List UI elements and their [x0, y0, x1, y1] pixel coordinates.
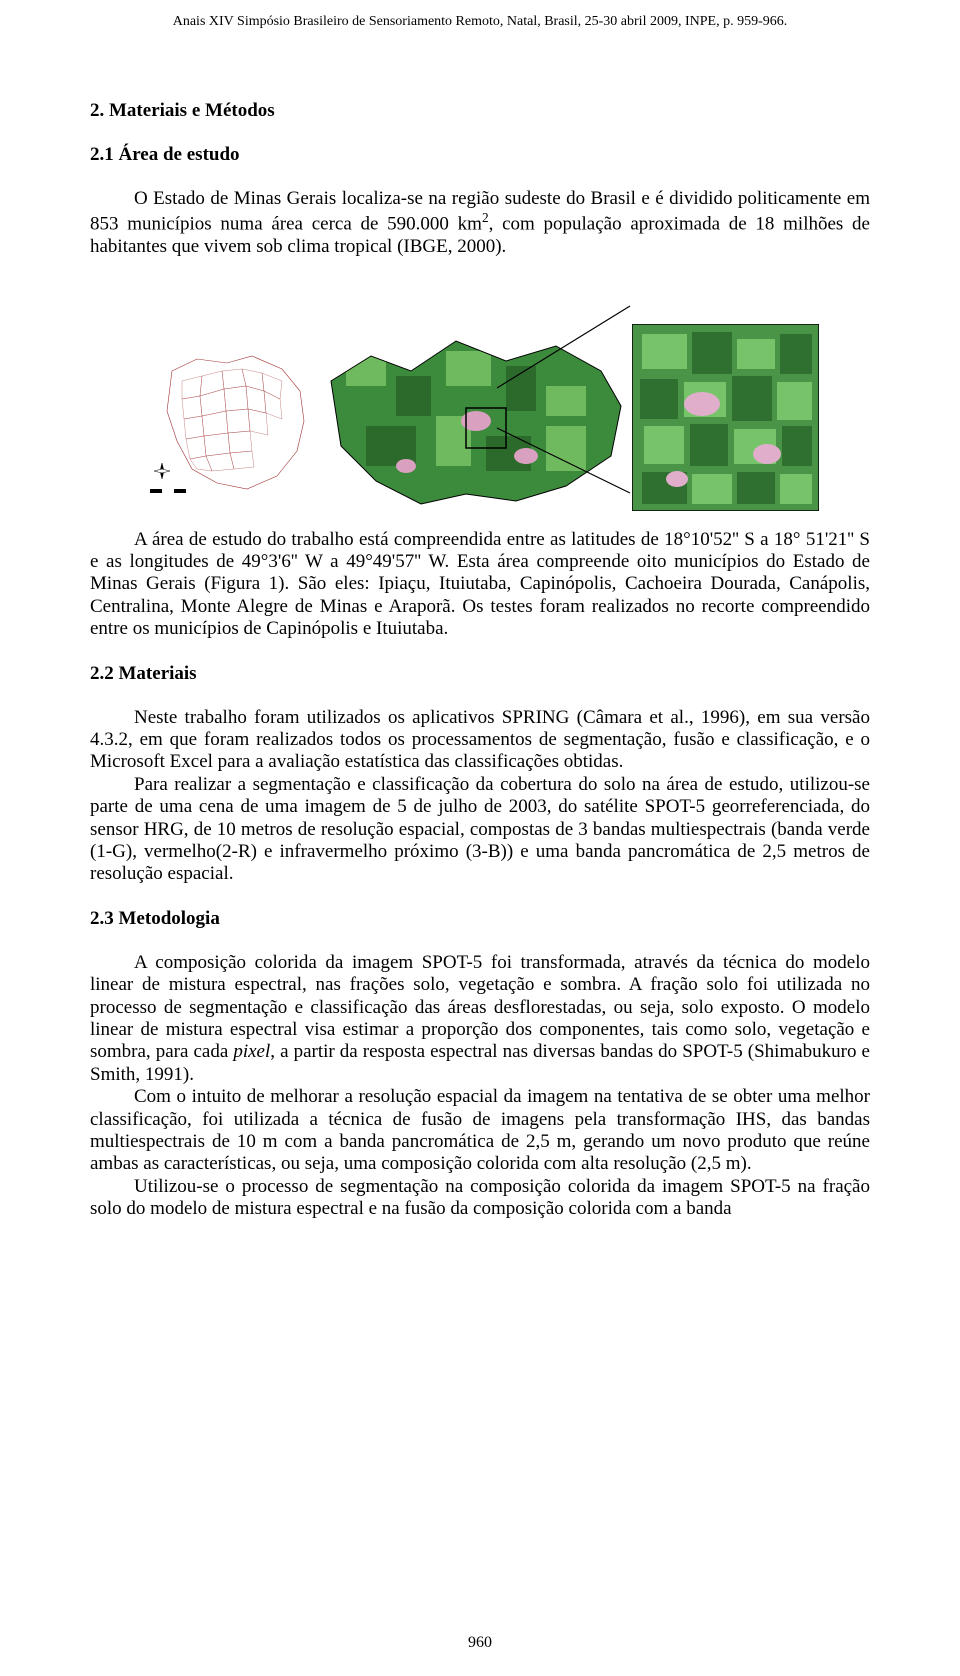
s23-paragraph-1: A composição colorida da imagem SPOT-5 f…	[90, 952, 870, 1086]
section-2-1-title: 2.1 Área de estudo	[90, 144, 870, 166]
section-2-2-title: 2.2 Materiais	[90, 663, 870, 685]
s23-p1-italic: pixel	[233, 1041, 270, 1062]
region-satellite-svg	[326, 326, 626, 511]
s22-paragraph-2: Para realizar a segmentação e classifica…	[90, 774, 870, 886]
section-2-title: 2. Materiais e Métodos	[90, 100, 870, 122]
page-header: Anais XIV Simpósio Brasileiro de Sensori…	[0, 0, 960, 40]
figure-1	[90, 281, 870, 511]
figure-1-region-map	[326, 326, 626, 511]
header-text: Anais XIV Simpósio Brasileiro de Sensori…	[173, 14, 788, 29]
compass-icon	[154, 463, 170, 479]
s22-paragraph-1: Neste trabalho foram utilizados os aplic…	[90, 707, 870, 774]
detail-satellite-svg	[632, 324, 819, 511]
s23-paragraph-2: Com o intuito de melhorar a resolução es…	[90, 1086, 870, 1176]
section-2-3-title: 2.3 Metodologia	[90, 908, 870, 930]
s23-paragraph-3: Utilizou-se o processo de segmentação na…	[90, 1176, 870, 1221]
figure-1-detail-map	[632, 324, 819, 511]
s21-p1-sup: 2	[482, 210, 489, 225]
s21-paragraph-2: A área de estudo do trabalho está compre…	[90, 529, 870, 641]
state-outline-svg	[142, 341, 322, 511]
figure-1-container	[90, 281, 870, 511]
page-content: 2. Materiais e Métodos 2.1 Área de estud…	[0, 40, 960, 1221]
s21-paragraph-1: O Estado de Minas Gerais localiza-se na …	[90, 188, 870, 259]
page-number: 960	[0, 1634, 960, 1652]
figure-1-state-map	[142, 341, 322, 511]
